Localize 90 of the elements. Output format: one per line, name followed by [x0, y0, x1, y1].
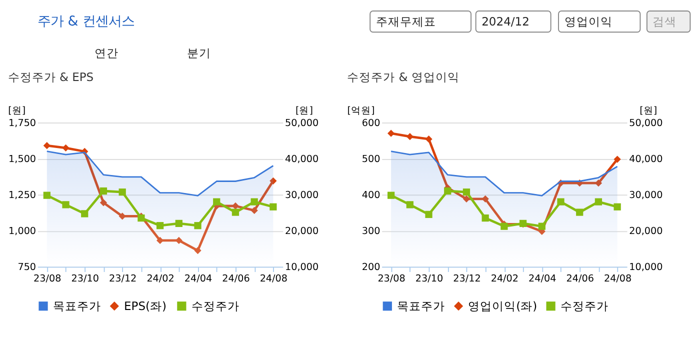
x-tick-label: 23/08	[378, 274, 406, 285]
x-tick-label: 23/12	[453, 274, 481, 285]
y-axis-title: [억원]	[347, 105, 375, 116]
point	[425, 136, 432, 143]
point	[62, 201, 70, 208]
y-tick-label: 1,750	[8, 118, 36, 129]
point	[270, 203, 277, 210]
text: 검색	[652, 14, 677, 28]
point	[406, 133, 414, 140]
legend-label: EPS(좌)	[124, 298, 167, 313]
x-tick-label: 24/06	[566, 274, 594, 285]
x-tick-label: 23/10	[415, 274, 444, 285]
chart-title: 수정주가 & 영업이익	[347, 70, 460, 84]
point	[406, 201, 414, 208]
x-tick-label: 24/08	[604, 274, 632, 285]
x-tick-label: 24/04	[184, 274, 212, 285]
y-tick-label: 1,500	[8, 154, 36, 165]
legend-label: 수정주가	[560, 298, 608, 313]
point	[43, 142, 50, 150]
point	[118, 212, 126, 220]
x-tick-label: 23/10	[71, 274, 99, 285]
point	[594, 180, 602, 187]
point	[43, 192, 50, 199]
y-tick-label: 500	[362, 154, 380, 165]
text: 분기	[186, 46, 211, 60]
point	[250, 206, 258, 214]
point	[387, 192, 395, 199]
point	[100, 187, 108, 195]
y2-tick-label: 40,000	[285, 154, 319, 165]
text: 주가 & 컨센서스	[37, 14, 135, 30]
text: 연간	[94, 46, 119, 60]
point	[81, 210, 88, 218]
point	[194, 222, 202, 230]
y-tick-label: 1,000	[8, 226, 36, 238]
x-tick-label: 23/08	[34, 274, 62, 285]
y2-axis-title: [원]	[640, 105, 658, 116]
point	[100, 199, 108, 206]
point	[118, 188, 126, 196]
x-tick-label: 24/02	[146, 274, 174, 285]
point	[156, 222, 164, 230]
x-tick-label: 24/08	[260, 274, 288, 285]
y-tick-label: 1,250	[8, 190, 36, 201]
chart-title: 수정주가 & EPS	[8, 70, 94, 84]
y2-tick-label: 20,000	[629, 226, 663, 238]
point	[444, 187, 452, 195]
point	[250, 198, 258, 206]
point	[270, 177, 277, 184]
y-tick-label: 300	[362, 226, 380, 238]
y2-axis-title: [원]	[295, 105, 313, 116]
legend-label: 목표주가	[52, 298, 101, 313]
y2-tick-label: 10,000	[285, 262, 319, 274]
legend-label: 목표주가	[397, 298, 446, 313]
point	[614, 203, 621, 210]
point	[462, 188, 470, 196]
y-tick-label: 750	[18, 262, 36, 274]
point	[538, 222, 546, 230]
point	[425, 210, 432, 218]
text: 주재무제표	[376, 14, 436, 28]
legend-label: 수정주가	[191, 298, 240, 313]
legend-label: 영업이익(좌)	[468, 298, 538, 313]
point	[175, 236, 182, 244]
x-tick-label: 24/02	[490, 274, 519, 285]
point	[175, 220, 182, 228]
y-tick-label: 600	[362, 118, 380, 129]
point	[387, 130, 395, 137]
text: 2024/12	[482, 14, 530, 28]
y2-tick-label: 40,000	[629, 154, 663, 165]
point	[213, 198, 220, 206]
point	[482, 195, 489, 202]
x-tick-label: 24/06	[222, 274, 250, 285]
point	[232, 208, 240, 216]
point	[594, 198, 602, 206]
y2-tick-label: 50,000	[629, 118, 663, 129]
x-tick-label: 24/04	[528, 274, 556, 285]
text: 영업이익	[564, 14, 612, 28]
x-tick-label: 23/12	[108, 274, 137, 285]
point	[194, 246, 202, 254]
y-axis-title: [원]	[8, 105, 26, 116]
point	[576, 208, 584, 216]
y2-tick-label: 10,000	[629, 262, 663, 274]
y2-tick-label: 50,000	[285, 118, 319, 129]
point	[557, 198, 564, 206]
y-tick-label: 400	[362, 190, 380, 201]
y-tick-label: 200	[362, 262, 380, 274]
y2-tick-label: 30,000	[285, 190, 319, 201]
y2-tick-label: 20,000	[285, 226, 319, 238]
point	[62, 144, 70, 152]
point	[614, 156, 621, 163]
y2-tick-label: 30,000	[629, 190, 663, 201]
point	[482, 214, 489, 222]
